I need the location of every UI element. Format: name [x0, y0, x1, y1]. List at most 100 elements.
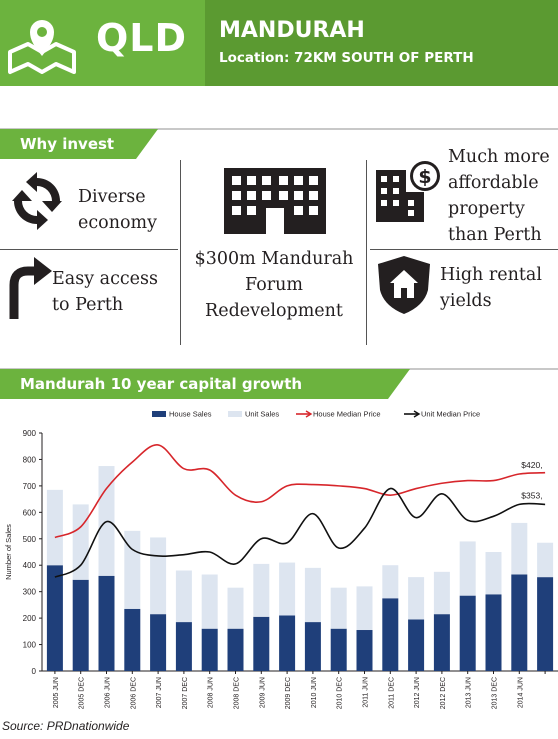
bar-unit-sales	[46, 489, 63, 566]
building-dollar-icon: $	[376, 161, 440, 222]
bar-house-sales	[382, 598, 399, 671]
x-tick-label: 2012 DEC	[440, 677, 447, 709]
legend-swatch	[228, 411, 242, 417]
x-tick-label: 2010 DEC	[337, 677, 344, 709]
bar-house-sales	[356, 630, 373, 671]
bar-unit-sales	[330, 587, 347, 629]
bar-unit-sales	[124, 530, 141, 609]
line-unit-median-price	[54, 487, 546, 578]
y-tick-label: 700	[23, 482, 37, 491]
bar-unit-sales	[356, 586, 373, 631]
suburb-title: MANDURAH	[219, 18, 365, 43]
bar-house-sales	[175, 622, 192, 671]
source-note: Source: PRDnationwide	[2, 719, 130, 733]
y-tick-label: 100	[23, 641, 37, 650]
bar-house-sales	[330, 628, 347, 671]
y-tick-label: 800	[23, 455, 37, 464]
x-tick-label: 2007 JUN	[156, 677, 163, 708]
x-tick-label: 2010 JUN	[311, 677, 318, 708]
end-value-label: $353,	[521, 490, 542, 500]
legend-label: Unit Sales	[245, 410, 279, 419]
section-rule	[0, 128, 558, 130]
legend-label: House Sales	[169, 410, 212, 419]
why-invest-banner: Why invest	[0, 129, 158, 159]
y-tick-label: 500	[23, 535, 37, 544]
x-tick-label: 2006 DEC	[130, 677, 137, 709]
state-label: QLD	[96, 16, 188, 60]
bar-house-sales	[511, 574, 528, 671]
line-house-median-price	[54, 444, 546, 539]
bar-house-sales	[433, 614, 450, 671]
x-tick-label: 2012 JUN	[414, 677, 421, 708]
item-rental-yields: High rental yields	[440, 265, 542, 311]
item-divider	[0, 249, 178, 250]
bar-unit-sales	[485, 552, 502, 595]
bar-house-sales	[253, 616, 270, 671]
bar-house-sales	[150, 614, 167, 671]
x-tick-label: 2011 DEC	[388, 677, 395, 709]
item-easy-access: Easy access to Perth	[52, 269, 158, 315]
capital-growth-chart: House Sales Unit Sales House Median Price U…	[4, 410, 558, 709]
bar-house-sales	[201, 628, 218, 671]
x-tick-label: 2008 JUN	[208, 677, 215, 708]
bar-house-sales	[485, 594, 502, 671]
bar-house-sales	[124, 608, 141, 671]
item-divider	[370, 249, 558, 250]
y-tick-label: 900	[23, 429, 37, 438]
y-axis-label: Number of Sales	[4, 524, 13, 580]
bar-unit-sales	[511, 522, 528, 575]
bar-unit-sales	[408, 577, 425, 620]
column-divider	[180, 160, 181, 345]
bar-house-sales	[459, 595, 476, 671]
bar-house-sales	[227, 628, 244, 671]
map-pin-icon	[8, 20, 76, 74]
item-forum-redevelopment: $300m Mandurah Forum Redevelopment	[194, 249, 354, 321]
location-text: Location: 72KM SOUTH OF PERTH	[219, 50, 474, 66]
y-tick-label: 600	[23, 508, 37, 517]
bar-house-sales	[537, 577, 554, 671]
legend-arrow	[305, 410, 313, 418]
x-tick-label: 2008 DEC	[234, 677, 241, 709]
x-tick-label: 2013 JUN	[466, 677, 473, 708]
x-tick-label: 2007 DEC	[182, 677, 189, 709]
legend-arrow	[413, 410, 421, 418]
header-location-panel: MANDURAH Location: 72KM SOUTH OF PERTH	[205, 0, 558, 86]
bar-unit-sales	[175, 570, 192, 623]
growth-banner: Mandurah 10 year capital growth	[0, 369, 410, 399]
bar-house-sales	[98, 575, 115, 671]
x-tick-label: 2009 DEC	[285, 677, 292, 709]
bar-unit-sales	[150, 537, 167, 615]
recycle-arrows-icon	[12, 172, 62, 230]
legend-swatch	[152, 411, 166, 417]
x-tick-label: 2005 JUN	[53, 677, 60, 708]
x-tick-label: 2009 JUN	[259, 677, 266, 708]
bar-unit-sales	[459, 541, 476, 596]
bar-unit-sales	[279, 562, 296, 616]
y-tick-label: 300	[23, 588, 37, 597]
x-tick-label: 2006 JUN	[105, 677, 112, 708]
item-diverse-economy: Diverse economy	[78, 187, 157, 233]
bar-unit-sales	[537, 542, 554, 578]
bar-house-sales	[304, 622, 321, 671]
y-tick-label: 400	[23, 561, 37, 570]
bar-unit-sales	[227, 587, 244, 629]
bar-house-sales	[408, 619, 425, 671]
column-divider	[366, 160, 367, 345]
house-shield-icon	[378, 256, 430, 314]
item-affordable-property: Much more affordable property than Perth	[448, 147, 550, 245]
x-tick-label: 2014 JUN	[517, 677, 524, 708]
end-value-label: $420,	[521, 460, 542, 470]
y-tick-label: 200	[23, 614, 37, 623]
turn-arrow-icon	[9, 257, 52, 319]
bar-unit-sales	[201, 574, 218, 629]
legend-label: House Median Price	[313, 410, 381, 419]
bar-unit-sales	[382, 565, 399, 599]
y-tick-label: 0	[32, 667, 37, 676]
x-tick-label: 2011 JUN	[363, 677, 370, 708]
building-icon	[224, 168, 326, 234]
bar-house-sales	[72, 579, 89, 671]
bar-unit-sales	[72, 504, 89, 580]
bar-unit-sales	[304, 567, 321, 623]
bar-unit-sales	[433, 571, 450, 615]
x-tick-label: 2005 DEC	[79, 677, 86, 709]
